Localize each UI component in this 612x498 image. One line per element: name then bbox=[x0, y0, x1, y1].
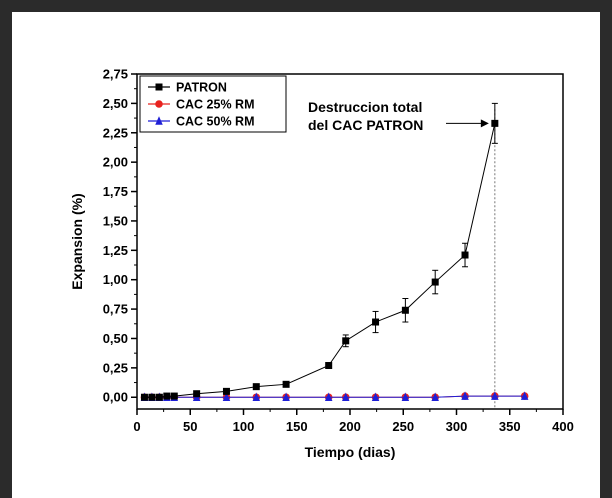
legend-label: CAC 50% RM bbox=[176, 115, 255, 129]
y-tick-label: 1,75 bbox=[103, 184, 128, 199]
y-tick-label: 1,50 bbox=[103, 213, 128, 228]
x-tick-label: 150 bbox=[286, 419, 308, 434]
annotation-text: del CAC PATRON bbox=[308, 117, 423, 133]
y-tick-label: 1,00 bbox=[103, 272, 128, 287]
data-point-CAC 50% RM bbox=[222, 392, 231, 401]
data-point-PATRON bbox=[491, 119, 499, 127]
y-axis-title: Expansion (%) bbox=[69, 193, 85, 289]
data-point-PATRON bbox=[222, 387, 230, 395]
x-axis-title: Tiempo (dias) bbox=[305, 444, 396, 460]
data-point-PATRON bbox=[163, 392, 171, 400]
x-tick-label: 100 bbox=[233, 419, 255, 434]
y-tick-label: 0,50 bbox=[103, 331, 128, 346]
annotation-arrow-head bbox=[480, 119, 489, 128]
y-tick-label: 2,00 bbox=[103, 155, 128, 170]
annotation-text: Destruccion total bbox=[308, 99, 422, 115]
x-tick-label: 300 bbox=[446, 419, 468, 434]
data-point-CAC 50% RM bbox=[461, 391, 469, 400]
legend-label: CAC 25% RM bbox=[176, 98, 255, 112]
figure-frame: 0 50 100 150 200 250 300 350 400 0,00 0,25 0,50 0,75… bbox=[12, 12, 600, 498]
expansion-chart: 0 50 100 150 200 250 300 350 400 0,00 0,25 0,50 0,75… bbox=[69, 67, 574, 461]
data-point-PATRON bbox=[155, 393, 163, 401]
data-point-PATRON bbox=[401, 306, 409, 314]
y-tick-label: 2,50 bbox=[103, 96, 128, 111]
legend-box bbox=[139, 75, 287, 133]
data-point-CAC 50% RM bbox=[371, 392, 380, 401]
data-point-PATRON bbox=[148, 393, 156, 401]
y-tick-label: 0,25 bbox=[103, 360, 128, 375]
x-tick-label: 400 bbox=[552, 419, 574, 434]
y-tick-label: 2,75 bbox=[103, 67, 128, 82]
data-point-CAC 50% RM bbox=[252, 392, 261, 401]
data-point-PATRON bbox=[170, 392, 178, 400]
data-point-CAC 25% RM bbox=[155, 100, 163, 108]
x-tick-label: 0 bbox=[133, 419, 140, 434]
x-tick-label: 350 bbox=[499, 419, 521, 434]
data-point-PATRON bbox=[252, 383, 260, 391]
data-point-CAC 50% RM bbox=[341, 392, 350, 401]
y-tick-label: 1,25 bbox=[103, 243, 128, 258]
y-tick-label: 0,75 bbox=[103, 302, 128, 317]
data-point-CAC 50% RM bbox=[491, 391, 499, 400]
data-point-PATRON bbox=[342, 337, 350, 345]
data-point-CAC 50% RM bbox=[401, 392, 410, 401]
legend-label: PATRON bbox=[176, 81, 227, 95]
series-line-PATRON bbox=[144, 123, 496, 398]
data-point-PATRON bbox=[461, 251, 469, 259]
data-point-CAC 50% RM bbox=[431, 392, 439, 401]
plot-area: 0 50 100 150 200 250 300 350 400 0,00 0,25 0,50 0,75… bbox=[69, 67, 574, 461]
data-point-CAC 50% RM bbox=[520, 391, 529, 400]
data-point-PATRON bbox=[325, 362, 333, 370]
data-point-CAC 50% RM bbox=[155, 116, 163, 125]
data-point-CAC 50% RM bbox=[324, 392, 333, 401]
x-tick-label: 200 bbox=[339, 419, 361, 434]
data-point-PATRON bbox=[193, 390, 201, 398]
data-point-CAC 50% RM bbox=[282, 392, 290, 401]
data-point-PATRON bbox=[140, 393, 148, 401]
x-tick-label: 250 bbox=[392, 419, 414, 434]
y-tick-label: 2,25 bbox=[103, 125, 128, 140]
x-tick-label: 50 bbox=[183, 419, 197, 434]
y-tick-label: 0,00 bbox=[103, 390, 128, 405]
data-point-PATRON bbox=[155, 83, 163, 91]
data-point-PATRON bbox=[372, 318, 380, 326]
data-point-PATRON bbox=[282, 380, 290, 388]
data-point-PATRON bbox=[431, 278, 439, 286]
